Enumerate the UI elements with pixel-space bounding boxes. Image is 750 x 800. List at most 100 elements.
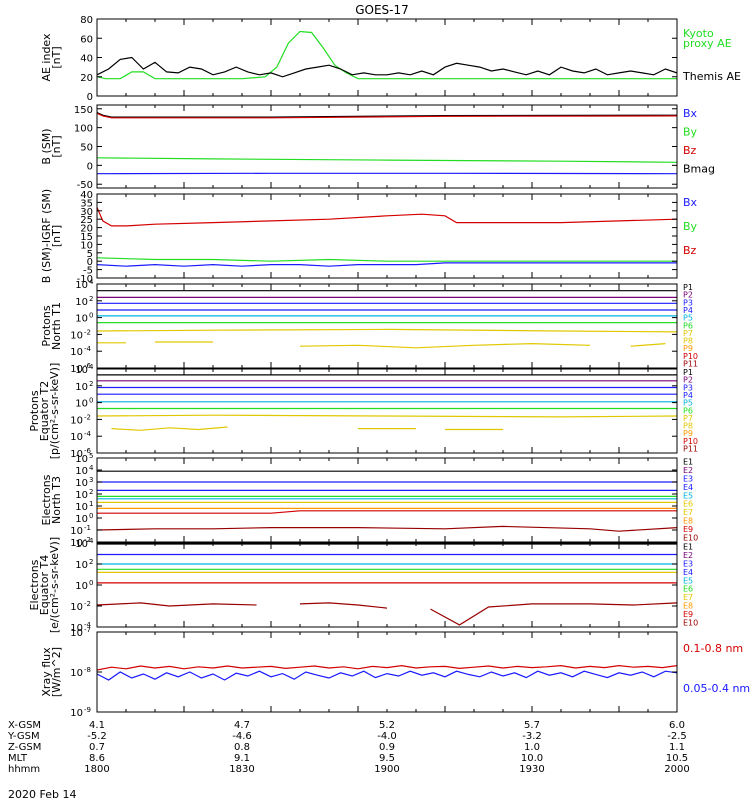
y-tick-label: 10 — [70, 415, 83, 426]
y-tick-exponent: 0 — [89, 512, 93, 520]
legend-e2: E2 — [683, 466, 693, 475]
footer-value: 2000 — [664, 764, 689, 775]
legend-p3: P3 — [683, 383, 693, 392]
legend-p11: P11 — [683, 359, 698, 368]
legend-bx: Bx — [683, 107, 698, 120]
y-tick-label: 10 — [75, 478, 88, 489]
legend-e1: E1 — [683, 543, 693, 552]
y-axis-label: Electrons — [28, 559, 41, 610]
series-line-bz — [97, 112, 677, 119]
y-tick-label: 50 — [80, 143, 93, 154]
y-axis-label: [nT] — [50, 225, 63, 247]
series-group — [97, 543, 677, 626]
y-axis-label: B (SM)-IGRF (SM) — [40, 189, 53, 283]
legend-e4: E4 — [683, 568, 693, 577]
series-line-e7-seg1 — [97, 602, 257, 607]
legend-by: By — [683, 220, 698, 233]
legend-e8: E8 — [683, 517, 693, 526]
panel-frame — [96, 18, 678, 97]
series-line-p8-seg4 — [630, 343, 666, 347]
y-tick-label: 100 — [74, 124, 93, 135]
legend-p1: P1 — [683, 368, 693, 377]
series-line-p7 — [97, 328, 677, 333]
legend-e1: E1 — [683, 458, 693, 467]
y-axis-label: [W/m^2] — [50, 647, 63, 697]
legend-p10: P10 — [683, 437, 698, 446]
y-tick-exponent: 2 — [89, 488, 93, 496]
panel-2: -50 0 50 100 150 B (SM)[nT] Bx By Bz Bmag — [40, 104, 715, 191]
legend-p9: P9 — [683, 429, 693, 438]
y-tick-label: 0 — [87, 92, 93, 103]
panel-frame — [96, 368, 678, 454]
footer-value: -4.6 — [232, 731, 252, 742]
series-line-kyoto-proxy-ae — [97, 30, 677, 80]
series-line-p7 — [97, 414, 677, 418]
y-tick-exponent: 2 — [89, 295, 93, 303]
series-line-bmag — [97, 111, 677, 118]
legend-kyoto: Kyoto — [683, 27, 714, 40]
y-tick-label: 10 — [70, 364, 83, 375]
y-tick-label: 10 — [75, 365, 88, 376]
legend-e3: E3 — [683, 475, 693, 484]
y-tick-label: 25 — [80, 215, 93, 226]
footer-value: 4.7 — [234, 720, 250, 731]
panel-frame — [96, 542, 678, 628]
y-tick-label: -10 — [77, 274, 93, 285]
series-line-by — [97, 257, 677, 262]
legend-e5: E5 — [683, 576, 693, 585]
y-tick-label: 20 — [80, 224, 93, 235]
legend-p4: P4 — [683, 391, 693, 400]
footer-value: 1.1 — [669, 742, 685, 753]
y-tick-label: 10 — [75, 514, 88, 525]
legend-p4: P4 — [683, 306, 693, 315]
series-line-e8 — [97, 510, 677, 514]
series-group — [97, 30, 677, 80]
y-axis-label: B (SM) — [40, 128, 53, 164]
legend-proxy-ae: proxy AE — [683, 37, 732, 50]
y-tick-exponent: 4 — [89, 464, 94, 472]
y-axis-label: Protons — [28, 390, 41, 431]
legend-p6: P6 — [683, 406, 693, 415]
footer-label-z-gsm: Z-GSM — [8, 742, 41, 753]
footer-value: 9.1 — [234, 753, 250, 764]
series-group — [97, 111, 677, 175]
series-group — [97, 470, 677, 532]
footer-value: 0.7 — [89, 742, 105, 753]
series-line-0-1-0-8-nm — [97, 664, 677, 671]
y-tick-exponent: -6 — [84, 447, 92, 455]
footer-label-y-gsm: Y-GSM — [7, 731, 40, 742]
footer-label-x-gsm: X-GSM — [8, 720, 41, 731]
legend-e10: E10 — [683, 533, 698, 542]
series-line-e7-seg2 — [299, 602, 388, 609]
legend-e4: E4 — [683, 483, 693, 492]
legend-p1: P1 — [683, 283, 693, 292]
y-tick-label: 10 — [75, 560, 88, 571]
footer-value: 9.5 — [379, 753, 395, 764]
y-tick-exponent: -2 — [84, 413, 91, 421]
y-tick-label: 10 — [75, 314, 88, 325]
legend-p2: P2 — [683, 291, 693, 300]
legend-e5: E5 — [683, 491, 693, 500]
y-axis-label: Equator T4 — [38, 555, 51, 615]
footer-value: 1.0 — [524, 742, 540, 753]
footer-value: -4.0 — [377, 731, 397, 742]
legend-bx: Bx — [683, 196, 698, 209]
y-tick-label: 20 — [80, 73, 93, 84]
y-tick-exponent: 0 — [89, 312, 93, 320]
legend-e6: E6 — [683, 585, 693, 594]
series-line-e7-seg3 — [430, 602, 677, 626]
legend-by: By — [683, 125, 698, 138]
legend-p11: P11 — [683, 444, 698, 453]
y-tick-label: 10 — [70, 628, 83, 639]
y-tick-exponent: 0 — [89, 579, 93, 587]
legend-p2: P2 — [683, 376, 693, 385]
legend-e6: E6 — [683, 500, 693, 509]
y-tick-exponent: 4 — [89, 363, 94, 371]
legend-e9: E9 — [683, 525, 693, 534]
legend-bz: Bz — [683, 244, 697, 257]
footer-axis-table: X-GSM 4.1 4.7 5.2 5.7 6.0 Y-GSM -5.2 -4.6 -4.0 -3.… — [7, 720, 690, 775]
y-tick-label: 10 — [75, 539, 88, 550]
